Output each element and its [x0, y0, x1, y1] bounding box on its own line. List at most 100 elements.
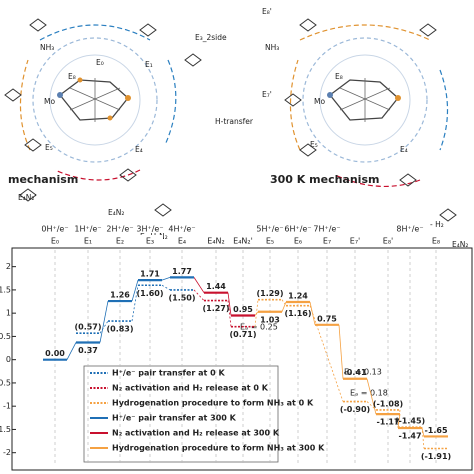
x-tick-label: E₅ [266, 237, 274, 246]
x-tick-label: E₆ [294, 237, 302, 246]
state-label: E₄ [135, 145, 143, 154]
value-label: 0.00 [45, 349, 65, 358]
top-label: 8H⁺/e⁻ [396, 225, 423, 234]
legend-label: N₂ activation and H₂ release at 300 K [112, 429, 280, 438]
label-bg [203, 235, 229, 247]
top-label: 1H⁺/e⁻ [74, 225, 101, 234]
label-bg [342, 235, 368, 247]
top-label: 5H⁺/e⁻ [256, 225, 283, 234]
y-tick-label: -1.5 [0, 425, 11, 434]
connector [309, 301, 316, 325]
top-label: 0H⁺/e⁻ [41, 225, 68, 234]
top-label: 4H⁺/e⁻ [168, 225, 195, 234]
state-label: E₅ [45, 143, 53, 152]
x-tick-label: E₇ [323, 237, 331, 246]
right-cycle [284, 18, 457, 222]
value-label: (1.50) [168, 293, 195, 302]
connector [227, 292, 232, 316]
value-label: -1.17 [376, 418, 399, 427]
value-label: 0.95 [233, 305, 253, 314]
atom-label: Mo [44, 97, 55, 106]
x-tick-label: E₈' [383, 237, 393, 246]
x-tick-label: E₂ [116, 237, 124, 246]
caption: mechanism [8, 173, 78, 186]
state-label: E₄N₂' [18, 193, 36, 202]
value-label: (1.29) [256, 289, 283, 298]
top-label: 3H⁺/e⁻ [136, 225, 163, 234]
connector [309, 305, 344, 402]
state-label: E₈ [335, 72, 343, 81]
value-label: (-1.45) [395, 417, 425, 426]
connector [66, 342, 77, 360]
top-label: 7H⁺/e⁻ [313, 225, 340, 234]
step-label: H-transfer [215, 117, 254, 126]
label-bg [285, 235, 311, 247]
label-bg [42, 235, 68, 247]
x-tick-label: E₇' [350, 237, 360, 246]
state-label: E₇' [262, 90, 272, 99]
connector [161, 284, 171, 291]
connector [254, 311, 259, 316]
x-tick-label: E₈ [432, 237, 440, 246]
value-label: (-1.08) [373, 399, 403, 408]
connector [421, 427, 425, 437]
y-tick-label: 1 [6, 309, 11, 318]
x-tick-label: E₄N₂ [207, 237, 224, 246]
step-label: - H₂ [430, 220, 444, 229]
state-label: E₈ [68, 72, 76, 81]
state-label: E₁ [145, 60, 153, 69]
connector [397, 414, 401, 429]
x-tick-label: E₄N₂' [233, 237, 253, 246]
connector [161, 276, 171, 281]
annotation: Eₐ = 0.13 [344, 368, 382, 377]
value-label: -0.41 [343, 368, 366, 377]
state-label: E₈' [262, 7, 272, 16]
connector [421, 427, 425, 449]
molecule-label: NH₃ [265, 43, 279, 52]
x-tick-label: E₀ [51, 237, 59, 246]
y-tick-label: -1 [3, 402, 11, 411]
y-tick-label: -2 [3, 448, 11, 457]
legend-label: N₂ activation and H₂ release at 0 K [112, 384, 269, 393]
connector [193, 277, 205, 293]
value-label: 0.37 [78, 346, 98, 355]
label-bg [230, 235, 256, 247]
connector [366, 378, 377, 415]
legend-box [83, 365, 279, 463]
value-label: 1.24 [288, 292, 308, 301]
legend-label: Hydrogenation procedure to form NH₃ at 0… [112, 399, 314, 408]
value-label: (1.60) [136, 289, 163, 298]
value-label: 1.44 [206, 282, 226, 291]
annotation: Eₐ = 0.18 [350, 389, 388, 398]
state-label: E₃_2side [195, 33, 227, 42]
label-bg [169, 235, 195, 247]
label-bg [75, 235, 101, 247]
x-tick-label: E₃ [146, 237, 154, 246]
state-label: E₄N₂ [108, 208, 124, 217]
value-label: (0.83) [106, 325, 133, 334]
connector [193, 289, 205, 301]
legend-label: Hydrogenation procedure to form NH₃ at 3… [112, 444, 325, 453]
diagram-labels: mechanism E₀ E₁ E₃_2side E₈ Mo E₅ E₄ H-t… [8, 7, 468, 249]
y-tick-label: 1.5 [0, 285, 11, 294]
label-bg [314, 235, 340, 247]
legend-label: H⁺/e⁻ pair transfer at 300 K [112, 414, 237, 423]
caption: 300 K mechanism [270, 173, 379, 186]
state-label: E₄ [400, 145, 408, 154]
x-tick-label: E₁ [84, 237, 92, 246]
atom-label: Mo [314, 97, 325, 106]
value-label: 0.75 [317, 314, 337, 323]
y-tick-label: -0.5 [0, 378, 11, 387]
connector [281, 299, 287, 306]
connector [131, 280, 139, 302]
legend-label: H⁺/e⁻ pair transfer at 0 K [112, 369, 225, 378]
value-label: 1.03 [260, 315, 280, 324]
y-tick-label: 2 [6, 262, 11, 271]
connector [338, 324, 344, 379]
value-label: (-1.91) [421, 452, 451, 461]
label-bg [375, 235, 401, 247]
label-bg [107, 235, 133, 247]
value-label: (1.16) [284, 309, 311, 318]
state-label: E₅ [310, 140, 318, 149]
